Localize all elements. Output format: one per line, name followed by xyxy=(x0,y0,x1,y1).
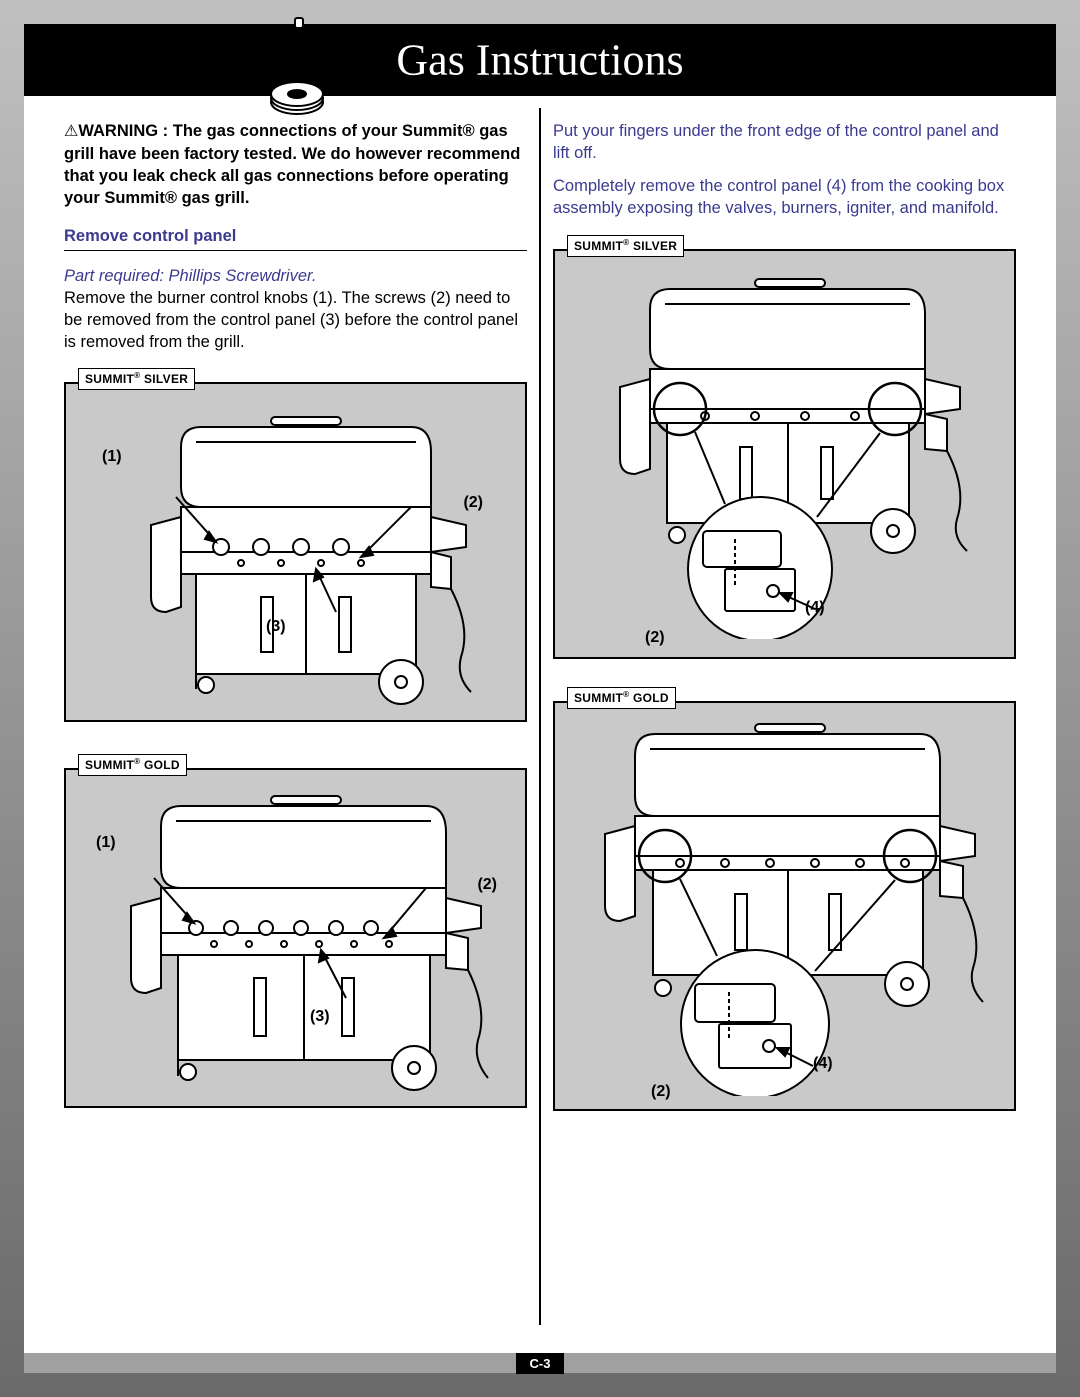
grill-silver-panel-off-diagram xyxy=(585,269,985,639)
warning-label: WARNING : xyxy=(78,122,168,140)
figure-box: (1) (2) (3) xyxy=(64,382,527,722)
left-column: ⚠WARNING : The gas connections of your S… xyxy=(52,120,539,1325)
figure-label-gold: SUMMIT® GOLD xyxy=(567,687,676,709)
right-p2: Completely remove the control panel (4) … xyxy=(553,175,1016,220)
page-number: C-3 xyxy=(516,1353,565,1374)
grill-gold-panel-off-diagram xyxy=(575,716,995,1096)
figure-label-silver: SUMMIT® SILVER xyxy=(78,368,195,390)
callout-3: (3) xyxy=(310,1006,330,1028)
warning-icon: ⚠ xyxy=(64,121,78,143)
content-columns: ⚠WARNING : The gas connections of your S… xyxy=(52,120,1028,1325)
right-p1: Put your fingers under the front edge of… xyxy=(553,120,1016,165)
callout-2: (2) xyxy=(463,492,483,514)
figure-right-silver: SUMMIT® SILVER xyxy=(553,249,1016,659)
right-column: Put your fingers under the front edge of… xyxy=(541,120,1028,1325)
callout-4: (4) xyxy=(805,597,825,619)
figure-left-gold: SUMMIT® GOLD xyxy=(64,768,527,1108)
callout-2: (2) xyxy=(645,627,665,649)
callout-4: (4) xyxy=(813,1053,833,1075)
callout-1: (1) xyxy=(96,832,116,854)
callout-1: (1) xyxy=(102,446,122,468)
figure-label-gold: SUMMIT® GOLD xyxy=(78,754,187,776)
page-title: Gas Instructions xyxy=(396,35,683,86)
section-heading: Remove control panel xyxy=(64,225,527,250)
figure-left-silver: SUMMIT® SILVER xyxy=(64,382,527,722)
header-bar: Gas Instructions xyxy=(24,24,1056,96)
hose-icon xyxy=(259,14,339,124)
figure-box: (2) (4) xyxy=(553,701,1016,1111)
grill-silver-diagram xyxy=(111,397,481,707)
callout-2: (2) xyxy=(651,1081,671,1103)
figure-box: (1) (2) (3) xyxy=(64,768,527,1108)
footer-bar: C-3 xyxy=(24,1353,1056,1373)
page-container: Gas Instructions ⚠WARNING : The gas conn… xyxy=(24,24,1056,1373)
body-text: Remove the burner control knobs (1). The… xyxy=(64,289,518,352)
instructions-paragraph: Part required: Phillips Screwdriver. Rem… xyxy=(64,265,527,354)
part-required: Part required: Phillips Screwdriver. xyxy=(64,267,316,285)
warning-paragraph: ⚠WARNING : The gas connections of your S… xyxy=(64,120,527,209)
figure-label-silver: SUMMIT® SILVER xyxy=(567,235,684,257)
figure-box: (2) (4) xyxy=(553,249,1016,659)
grill-gold-diagram xyxy=(96,778,496,1098)
figure-right-gold: SUMMIT® GOLD xyxy=(553,701,1016,1111)
callout-3: (3) xyxy=(266,616,286,638)
callout-2: (2) xyxy=(477,874,497,896)
